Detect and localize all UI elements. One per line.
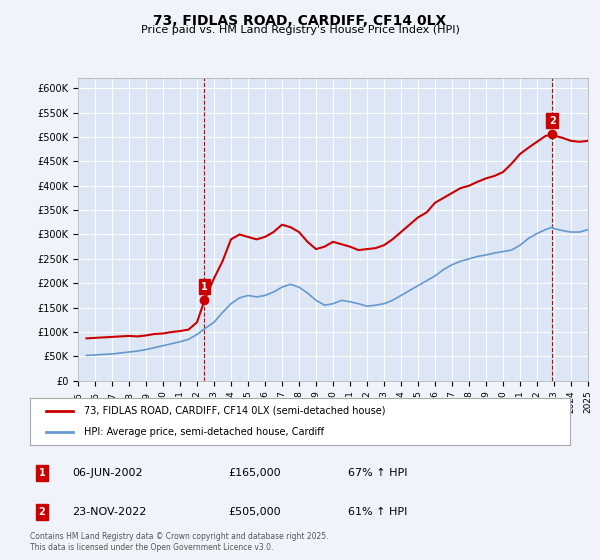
Text: 1: 1 [38,468,46,478]
Text: 06-JUN-2002: 06-JUN-2002 [72,468,143,478]
Text: 1: 1 [201,282,208,292]
Text: 67% ↑ HPI: 67% ↑ HPI [348,468,407,478]
Text: £165,000: £165,000 [228,468,281,478]
Text: 61% ↑ HPI: 61% ↑ HPI [348,507,407,517]
Text: 73, FIDLAS ROAD, CARDIFF, CF14 0LX: 73, FIDLAS ROAD, CARDIFF, CF14 0LX [154,14,446,28]
Text: Contains HM Land Registry data © Crown copyright and database right 2025.
This d: Contains HM Land Registry data © Crown c… [30,532,329,552]
Text: 23-NOV-2022: 23-NOV-2022 [72,507,146,517]
Text: £505,000: £505,000 [228,507,281,517]
Text: 2: 2 [549,116,556,126]
Text: HPI: Average price, semi-detached house, Cardiff: HPI: Average price, semi-detached house,… [84,427,324,437]
Text: 73, FIDLAS ROAD, CARDIFF, CF14 0LX (semi-detached house): 73, FIDLAS ROAD, CARDIFF, CF14 0LX (semi… [84,406,386,416]
Text: Price paid vs. HM Land Registry's House Price Index (HPI): Price paid vs. HM Land Registry's House … [140,25,460,35]
Text: 2: 2 [38,507,46,517]
